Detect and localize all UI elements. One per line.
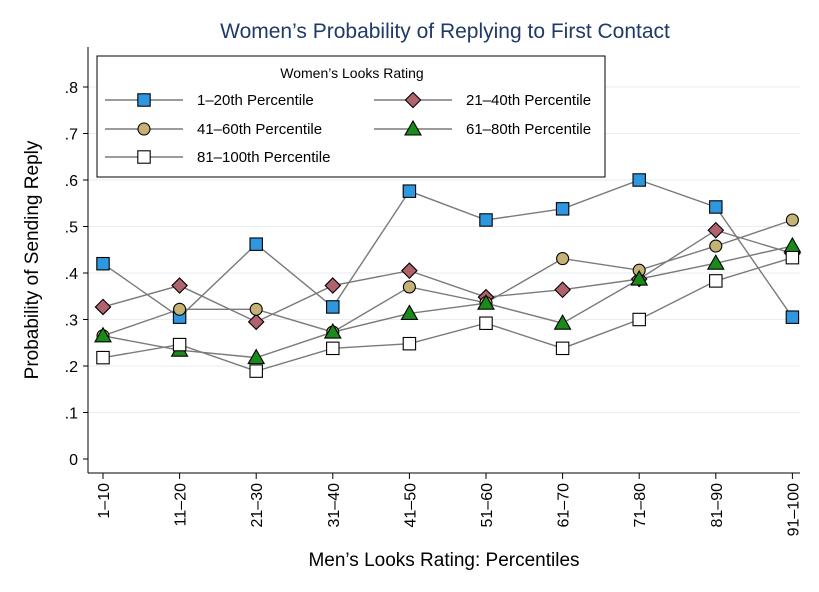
data-point xyxy=(556,252,570,266)
legend-marker xyxy=(137,93,151,107)
data-point xyxy=(630,269,649,286)
series-line xyxy=(102,179,793,319)
series-line xyxy=(102,229,793,323)
data-point xyxy=(172,337,187,352)
x-axis-title: Men’s Looks Rating: Percentiles xyxy=(308,550,579,571)
data-point xyxy=(709,200,723,214)
y-tick-label: 0 xyxy=(69,452,78,469)
data-point xyxy=(326,341,340,356)
y-tick-label: .6 xyxy=(65,173,78,190)
y-tick-label: .1 xyxy=(65,406,78,423)
data-point xyxy=(247,348,266,365)
legend-marker xyxy=(404,91,422,109)
series-markers xyxy=(96,250,800,378)
data-point xyxy=(783,236,802,253)
plot-series xyxy=(94,173,802,378)
axes: 0 .1 .2 .3 .4 .5 .6 .7 .8 1–10 11–20 21–30 31–40 41–5… xyxy=(65,47,802,536)
legend: Women’s Looks Rating 1–20th Percentile 21… xyxy=(96,55,606,178)
y-tick-label: .5 xyxy=(65,220,78,237)
data-point xyxy=(171,277,188,294)
data-point xyxy=(400,304,419,321)
x-tick-label: 21–30 xyxy=(249,483,266,528)
x-tick-label: 41–50 xyxy=(402,483,419,528)
y-tick-label: .2 xyxy=(65,359,78,376)
y-tick-label: .3 xyxy=(65,313,78,330)
series-markers xyxy=(96,213,799,343)
data-point xyxy=(94,298,112,316)
y-tick-label: .7 xyxy=(65,127,78,144)
data-point xyxy=(249,364,263,378)
data-point xyxy=(324,277,342,294)
data-point xyxy=(554,281,571,299)
legend-label: 41–60th Percentile xyxy=(197,121,322,138)
data-point xyxy=(706,254,725,270)
data-point xyxy=(247,313,265,331)
x-tick-label: 11–20 xyxy=(173,483,190,526)
y-tick-label: .8 xyxy=(65,80,78,97)
chart-title: Women’s Probability of Replying to First… xyxy=(220,20,670,43)
x-tick-label: 51–60 xyxy=(479,483,496,528)
data-point xyxy=(479,316,493,330)
legend-label: 1–20th Percentile xyxy=(197,92,314,109)
series-markers xyxy=(96,173,800,324)
legend-marker xyxy=(137,150,151,164)
y-axis-title: Probability of Sending Reply xyxy=(22,140,43,379)
series-markers xyxy=(94,221,801,331)
x-tick-label: 81–90 xyxy=(709,483,726,528)
data-point xyxy=(323,322,342,339)
data-point xyxy=(707,221,725,239)
series-markers xyxy=(94,236,802,365)
legend-marker xyxy=(404,119,422,136)
legend-label: 61–80th Percentile xyxy=(466,121,591,138)
x-tick-label: 71–80 xyxy=(632,483,649,528)
data-point xyxy=(96,350,110,365)
data-point xyxy=(249,302,263,316)
data-point xyxy=(249,237,263,251)
series-line xyxy=(102,219,793,337)
data-point xyxy=(402,280,416,294)
x-tick-label: 1–10 xyxy=(96,483,113,519)
x-tick-label: 61–70 xyxy=(556,483,573,528)
data-point xyxy=(402,184,417,198)
data-point xyxy=(402,336,417,351)
legend-label: 81–100th Percentile xyxy=(197,149,330,166)
y-tick-label: .4 xyxy=(65,266,78,283)
data-point xyxy=(785,250,800,265)
data-point xyxy=(632,312,646,327)
data-point xyxy=(326,300,340,314)
data-point xyxy=(555,202,570,216)
data-point xyxy=(479,213,493,227)
data-point xyxy=(553,314,572,330)
data-point xyxy=(785,213,799,227)
data-point xyxy=(401,262,418,280)
legend-title: Women’s Looks Rating xyxy=(280,65,423,81)
data-point xyxy=(709,239,723,253)
data-point xyxy=(477,294,495,310)
data-point xyxy=(94,326,112,343)
legend-label: 21–40th Percentile xyxy=(466,92,591,109)
x-tick-label: 91–100 xyxy=(785,483,802,536)
legend-marker xyxy=(137,122,151,136)
data-point xyxy=(709,274,723,288)
data-point xyxy=(96,256,110,271)
data-point xyxy=(173,302,187,316)
data-point xyxy=(785,310,800,324)
series-line xyxy=(102,256,793,372)
x-tick-label: 31–40 xyxy=(326,483,343,528)
data-point xyxy=(555,341,570,356)
series-line xyxy=(102,245,793,359)
data-point xyxy=(632,173,646,187)
